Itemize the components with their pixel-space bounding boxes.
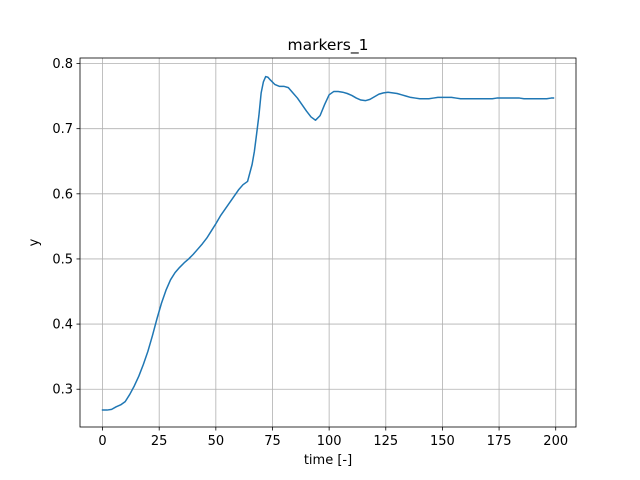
y-axis-label: y xyxy=(27,238,42,246)
x-tick-label: 200 xyxy=(543,434,568,449)
series-lines xyxy=(101,75,555,411)
plot-frame xyxy=(79,57,577,428)
x-tick-label: 150 xyxy=(430,434,455,449)
x-tick-label: 175 xyxy=(487,434,512,449)
grid xyxy=(80,58,576,427)
x-tick-label: 125 xyxy=(373,434,398,449)
x-tick-label: 75 xyxy=(264,434,281,449)
y-tick-label: 0.3 xyxy=(52,383,73,398)
x-axis-label: time [-] xyxy=(304,453,352,468)
y-tick-label: 0.6 xyxy=(52,187,73,202)
series-line-0 xyxy=(101,75,555,411)
x-tick-label: 50 xyxy=(208,434,225,449)
y-tick-label: 0.8 xyxy=(52,57,73,72)
y-tick-label: 0.5 xyxy=(52,252,73,267)
y-tick-label: 0.4 xyxy=(52,318,73,333)
y-tick-label: 0.7 xyxy=(52,122,73,137)
x-tick-label: 100 xyxy=(317,434,342,449)
x-tick-label: 0 xyxy=(98,434,106,449)
axis-ticks: 0 25 50 75 100 125 150 175 200 0.3 0.4 0.5 0.6 0.7 0.8 xyxy=(52,57,568,449)
chart-title: markers_1 xyxy=(288,36,369,55)
x-tick-label: 25 xyxy=(151,434,168,449)
